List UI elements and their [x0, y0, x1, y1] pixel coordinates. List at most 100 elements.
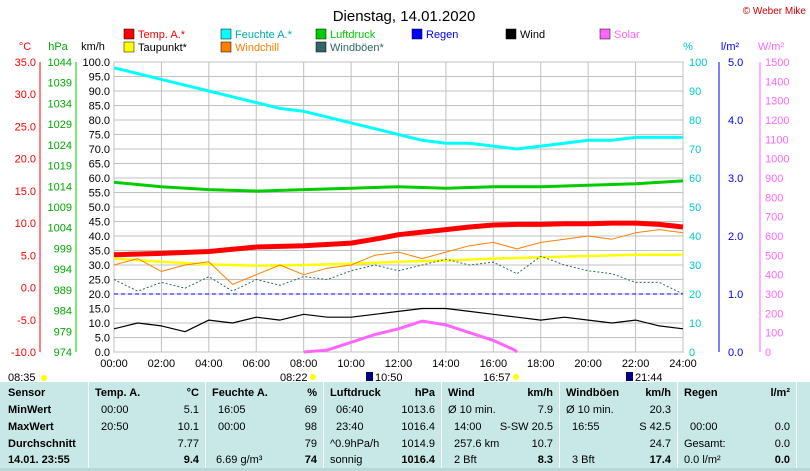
wind-tick-label: 5.0	[95, 333, 110, 345]
sunset-time: 16:57	[483, 372, 511, 382]
x-tick-label: 08:00	[290, 358, 318, 370]
solar-tick-label: 1500	[765, 57, 789, 69]
rain-tick-label: 4.0	[728, 115, 743, 127]
temp-tick-label: 35.0	[15, 57, 36, 69]
solar-tick-label: 200	[765, 308, 783, 320]
hum-head: Feuchte A.	[212, 387, 268, 399]
press-tick-label: 1019	[48, 161, 72, 173]
legend-swatch	[411, 28, 423, 40]
press-tick-label: 984	[54, 306, 72, 318]
gust-head: Windböen	[566, 387, 620, 399]
legend-label: Luftdruck	[330, 29, 376, 41]
grid	[113, 61, 684, 353]
press-tick-label: 989	[54, 285, 72, 297]
x-tick-label: 00:00	[100, 358, 128, 370]
sensor-head: Sensor	[8, 387, 46, 399]
x-tick-label: 06:00	[242, 358, 270, 370]
wind-tick-label: 0.0	[95, 347, 110, 359]
axes: 00:00 02:00 04:00 06:00 08:00 10:00 12:00 14:00…	[11, 57, 790, 370]
moonset-time: 21:44	[635, 372, 663, 382]
wind-tick-label: 60.0	[89, 173, 110, 185]
temp-tick-label: -5.0	[17, 315, 36, 327]
sun-icon	[41, 375, 47, 381]
rain-tick-label: 1.0	[728, 289, 743, 301]
solar-unit: W/m²	[758, 41, 785, 53]
credit-text: © Weber Mike	[743, 6, 807, 17]
avg-label: Durchschnitt	[8, 438, 76, 450]
x-tick-label: 18:00	[527, 358, 555, 370]
temp-head: Temp. A.	[95, 387, 141, 399]
x-tick-label: 20:00	[574, 358, 602, 370]
press-tick-label: 979	[54, 326, 72, 338]
wind-current: 8.3	[537, 454, 553, 466]
press-tick-label: 999	[54, 243, 72, 255]
wind-tick-label: 15.0	[89, 304, 110, 316]
hum-tick-label: 80	[689, 115, 701, 127]
temp-current: 9.4	[183, 454, 199, 466]
wind-tick-label: 70.0	[89, 144, 110, 156]
time-left: 08:35	[8, 372, 36, 382]
solar-tick-label: 300	[765, 289, 783, 301]
solar-tick-label: 1200	[765, 115, 789, 127]
press-head: Luftdruck	[330, 387, 381, 399]
series-line-solar	[303, 319, 518, 354]
legend-label: Solar	[614, 29, 640, 41]
x-tick-label: 02:00	[148, 358, 176, 370]
hum-tick-label: 10	[689, 318, 701, 330]
x-tick-label: 14:00	[432, 358, 460, 370]
wind-tick-label: 75.0	[89, 130, 110, 142]
wind-tick-label: 85.0	[89, 101, 110, 113]
temp-tick-label: 5.0	[21, 250, 36, 262]
press-tick-label: 1004	[48, 223, 72, 235]
solar-tick-label: 500	[765, 250, 783, 262]
wind-tick-label: 100.0	[82, 57, 110, 69]
sunrise-time: 08:22	[280, 372, 308, 382]
series-line-taupunkt-	[113, 253, 683, 267]
sensor-column: Sensor MinWert MaxWert Durchschnitt 14.0…	[0, 382, 89, 471]
series-line-wind	[113, 307, 684, 333]
wind-tick-label: 80.0	[89, 115, 110, 127]
press-tick-label: 1029	[48, 119, 72, 131]
hum-tick-label: 100	[689, 57, 707, 69]
wind-tick-label: 20.0	[89, 289, 110, 301]
solar-tick-label: 1400	[765, 76, 789, 88]
chart-title: Dienstag, 14.01.2020	[333, 8, 476, 25]
legend-swatch	[315, 28, 327, 40]
press-column: Luftdruck hPa 06:40 1013.6 23:40 1016.4 ^0.…	[324, 382, 442, 471]
press-tick-label: 994	[54, 264, 72, 276]
temp-tick-label: 15.0	[15, 186, 36, 198]
wind-tick-label: 50.0	[89, 202, 110, 214]
hum-unit: %	[683, 41, 693, 53]
series-line-windb-en-	[113, 255, 684, 295]
sun-times: 08:35 08:22 10:50 16:57 21:44	[8, 372, 663, 382]
moonrise-icon	[366, 372, 373, 381]
max-label: MaxWert	[8, 421, 54, 433]
legend-label: Windböen*	[330, 42, 385, 54]
solar-tick-label: 700	[765, 212, 783, 224]
series-line-luftdruck	[113, 179, 684, 193]
press-unit: hPa	[48, 41, 68, 53]
hum-tick-label: 40	[689, 231, 701, 243]
solar-tick-label: 100	[765, 328, 783, 340]
wind-column: Wind km/h Ø 10 min. 7.9 14:00 S-SW 20.5 257…	[442, 382, 560, 471]
series-line-feuchte-a-	[113, 66, 683, 151]
legend-swatch	[123, 28, 135, 40]
solar-tick-label: 900	[765, 173, 783, 185]
legend-swatch	[315, 41, 327, 53]
rain-unit: l/m²	[721, 41, 740, 53]
current-timestamp: 14.01. 23:55	[8, 454, 70, 466]
x-tick-label: 12:00	[385, 358, 413, 370]
press-current: 1016.4	[401, 454, 435, 466]
temp-tick-label: 10.0	[15, 218, 36, 230]
solar-tick-label: 1300	[765, 96, 789, 108]
wind-tick-label: 25.0	[89, 275, 110, 287]
legend-swatch	[599, 28, 611, 40]
hum-tick-label: 60	[689, 173, 701, 185]
temp-tick-label: 0.0	[21, 283, 36, 295]
press-tick-label: 974	[54, 347, 72, 359]
x-tick-label: 24:00	[669, 358, 697, 370]
hum-tick-label: 90	[689, 86, 701, 98]
legend-swatch	[505, 28, 517, 40]
press-tick-label: 1009	[48, 202, 72, 214]
press-tick-label: 1039	[48, 78, 72, 90]
